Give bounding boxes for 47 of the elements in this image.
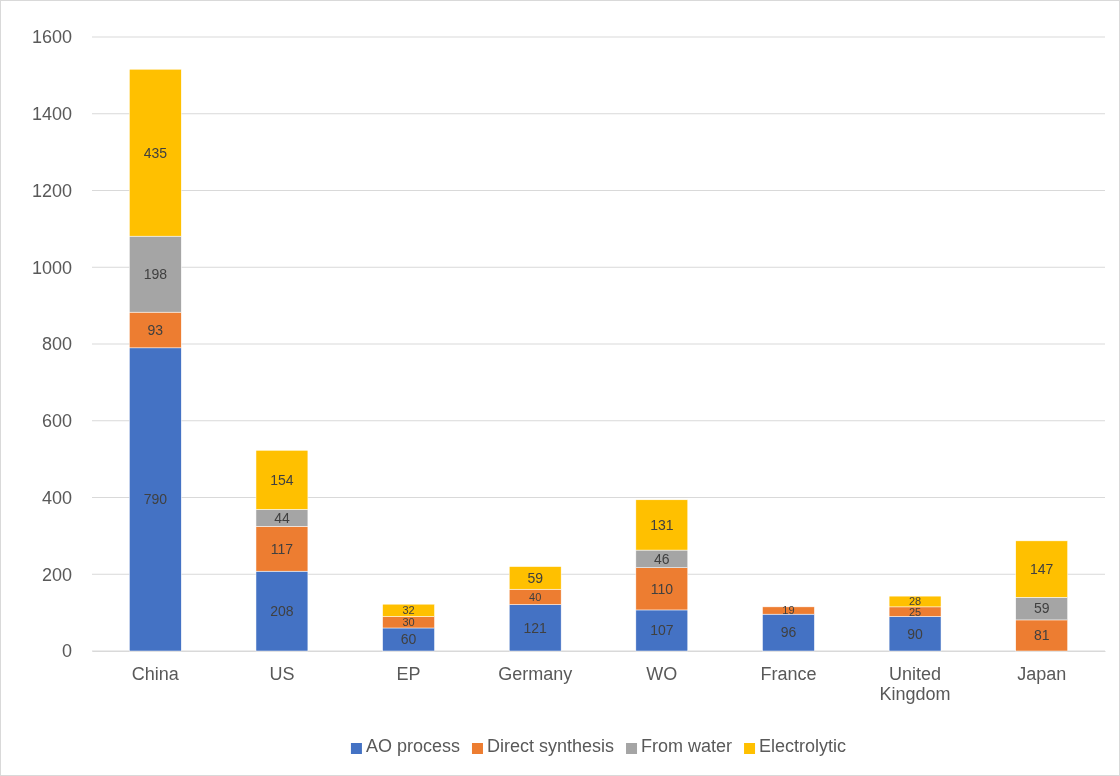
- data-label: 81: [1033, 627, 1050, 644]
- x-tick-label: US: [269, 663, 295, 684]
- data-label: 59: [1033, 600, 1050, 617]
- y-tick-label: 1000: [31, 257, 72, 278]
- data-label: 110: [650, 580, 674, 597]
- x-tick-label: Japan: [1017, 663, 1067, 684]
- data-label: 19: [782, 604, 795, 617]
- data-label: 60: [400, 631, 417, 648]
- data-label: 154: [270, 471, 294, 488]
- data-label: 107: [650, 622, 674, 639]
- data-label: 30: [402, 616, 415, 629]
- y-tick-label: 0: [61, 641, 72, 662]
- legend-label: Electrolytic: [759, 736, 847, 756]
- x-tick-label: United Kingdom: [879, 663, 951, 704]
- y-tick-label: 600: [41, 411, 72, 432]
- x-tick-label: France: [760, 663, 817, 684]
- data-label: 32: [402, 604, 415, 617]
- data-label: 198: [143, 266, 168, 283]
- x-tick-label: EP: [396, 663, 421, 684]
- data-label: 59: [527, 569, 544, 586]
- y-tick-label: 1600: [31, 27, 72, 48]
- data-label: 96: [780, 624, 797, 641]
- data-label: 117: [270, 540, 294, 557]
- data-label: 147: [1030, 560, 1054, 577]
- data-label: 435: [143, 144, 168, 161]
- data-label: 208: [270, 602, 294, 619]
- data-label: 46: [654, 550, 670, 567]
- data-label: 90: [907, 625, 924, 642]
- x-tick-label: China: [131, 663, 180, 684]
- data-label: 121: [523, 619, 548, 636]
- legend-label: From water: [641, 736, 733, 756]
- data-label: 131: [650, 516, 674, 533]
- y-tick-label: 800: [41, 334, 72, 355]
- data-label: 25: [908, 605, 922, 618]
- data-label: 93: [147, 321, 164, 338]
- legend-label: Direct synthesis: [486, 736, 615, 756]
- legend-label: AO process: [365, 736, 460, 756]
- y-tick-label: 200: [41, 564, 72, 585]
- y-tick-label: 400: [41, 487, 72, 508]
- y-tick-label: 1400: [31, 104, 72, 125]
- x-tick-label: WO: [646, 663, 678, 684]
- data-label: 44: [274, 509, 290, 526]
- data-label: 28: [908, 595, 922, 608]
- data-label: 790: [143, 491, 168, 508]
- x-tick-label: Germany: [498, 663, 573, 684]
- data-label: 40: [529, 590, 542, 603]
- y-tick-label: 1200: [31, 180, 72, 201]
